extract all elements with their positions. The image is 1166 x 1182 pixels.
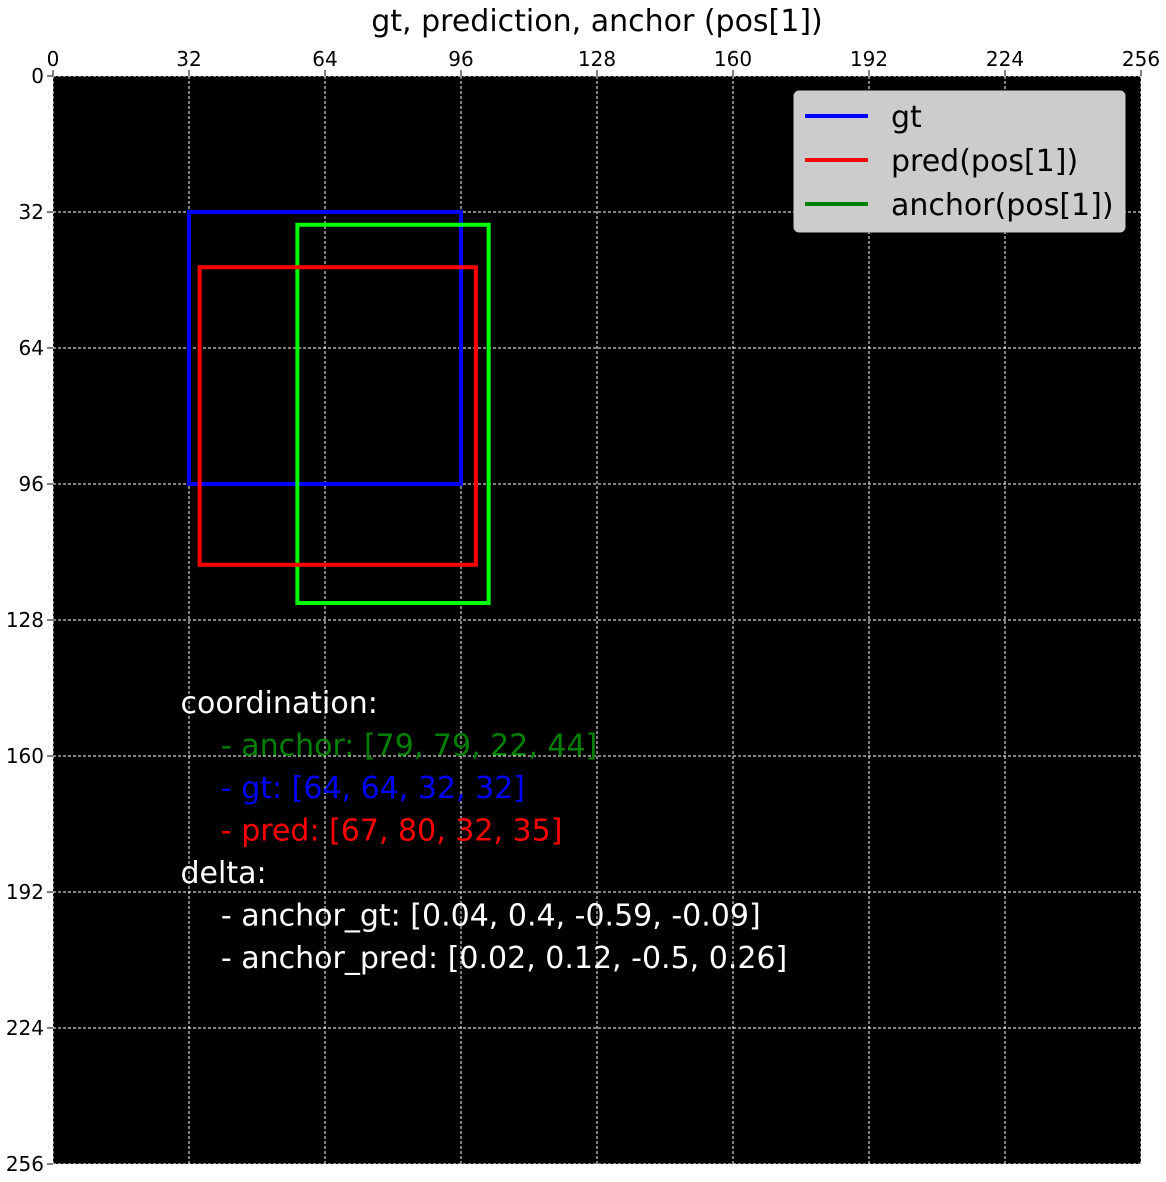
x-tick-label: 256	[1122, 47, 1160, 71]
annotation-line: - anchor_gt: [0.04, 0.4, -0.59, -0.09]	[221, 899, 761, 934]
y-tick-label: 160	[6, 744, 44, 768]
annotation-line: - anchor: [79, 79, 22, 44]	[221, 729, 597, 764]
legend: gt pred(pos[1]) anchor(pos[1])	[793, 90, 1126, 233]
bounding-boxes	[187, 210, 491, 605]
legend-frame	[793, 90, 1126, 233]
y-tick-label: 32	[19, 200, 44, 224]
y-tick-label: 0	[31, 64, 44, 88]
x-tick-label: 32	[176, 47, 201, 71]
annotation-block: coordination: - anchor: [79, 79, 22, 44] -…	[181, 686, 788, 976]
annotation-line: coordination:	[181, 686, 378, 721]
x-tick-label: 224	[986, 47, 1024, 71]
x-tick-label: 0	[47, 47, 60, 71]
x-tick-label: 64	[312, 47, 337, 71]
box-anchor-pos-1	[295, 222, 491, 605]
y-tick-label: 96	[19, 472, 44, 496]
annotation-line: - anchor_pred: [0.02, 0.12, -0.5, 0.26]	[221, 941, 787, 976]
box-pred-pos-1	[197, 265, 478, 567]
annotation-line: delta:	[181, 856, 267, 891]
y-tick-label: 256	[6, 1152, 44, 1176]
legend-label: pred(pos[1])	[891, 144, 1078, 179]
x-tick-label: 160	[714, 47, 752, 71]
x-tick-label: 192	[850, 47, 888, 71]
y-tick-label: 224	[6, 1016, 44, 1040]
legend-label: gt	[891, 100, 922, 135]
y-tick-label: 128	[6, 608, 44, 632]
legend-label: anchor(pos[1])	[891, 188, 1114, 223]
y-axis: 0 32 64 96 128 160 192 224 256	[6, 64, 53, 1176]
box-gt	[187, 210, 463, 486]
y-tick-label: 64	[19, 336, 44, 360]
annotation-line: - pred: [67, 80, 32, 35]	[221, 814, 563, 849]
annotation-line: - gt: [64, 64, 32, 32]	[221, 771, 525, 806]
x-tick-label: 128	[578, 47, 616, 71]
x-tick-label: 96	[448, 47, 473, 71]
y-tick-label: 192	[6, 880, 44, 904]
chart-title: gt, prediction, anchor (pos[1])	[371, 4, 823, 39]
plot-area	[53, 76, 1141, 1164]
x-axis: 0 32 64 96 128 160 192 224 256	[47, 47, 1160, 76]
